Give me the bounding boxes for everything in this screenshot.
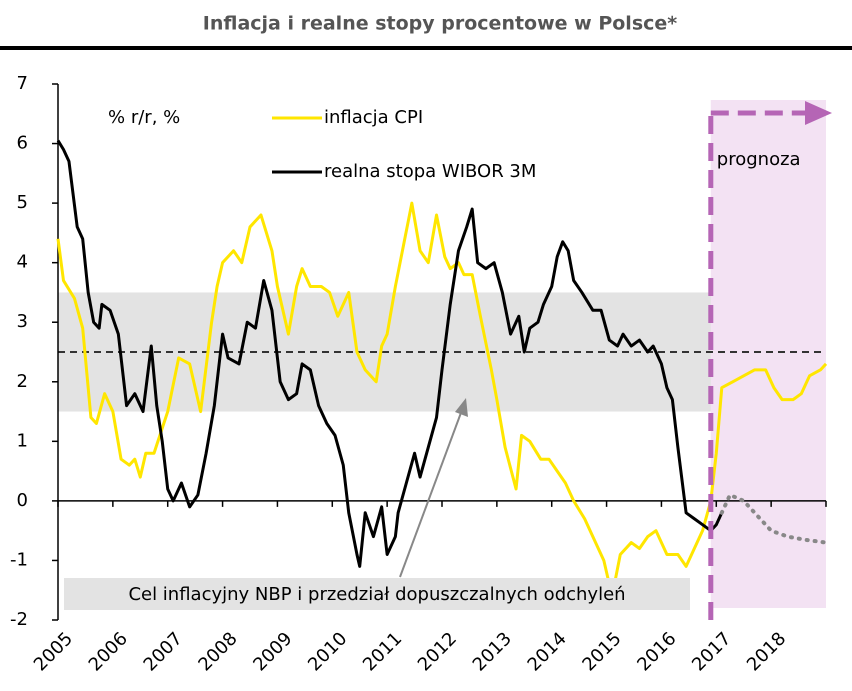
y-tick-label: -2 <box>10 609 28 630</box>
annotation: Cel inflacyjny NBP i przedział dopuszcza… <box>128 584 625 605</box>
annotation-arrow-head <box>455 398 468 417</box>
y-tick-label: 5 <box>17 192 28 213</box>
y-tick-label: 0 <box>17 490 28 511</box>
x-tick-label: 2012 <box>414 628 461 675</box>
x-tick-label: 2017 <box>688 628 735 675</box>
x-tick-label: 2009 <box>249 628 296 675</box>
x-tick-label: 2016 <box>633 628 680 675</box>
y-tick-label: 1 <box>17 430 28 451</box>
y-tick-label: -1 <box>10 549 28 570</box>
y-tick-label: 6 <box>17 133 28 154</box>
x-tick-label: 2013 <box>469 628 516 675</box>
forecast-label: prognoza <box>717 149 801 170</box>
annotation-box <box>64 578 690 610</box>
series-line <box>719 492 828 545</box>
series-line <box>56 201 828 598</box>
x-tick-label: 2014 <box>524 628 571 675</box>
y-tick-label: 4 <box>17 252 28 273</box>
forecast-region <box>710 100 826 608</box>
x-tick-label: 2007 <box>140 628 187 675</box>
legend-label: realna stopa WIBOR 3M <box>324 161 536 182</box>
y-tick-label: 3 <box>17 311 28 332</box>
title-rule <box>0 46 852 50</box>
series-line <box>56 139 724 568</box>
x-tick-label: 2015 <box>578 628 625 675</box>
arrow-head <box>805 101 832 125</box>
y-tick-label: 2 <box>17 371 28 392</box>
chart-title: Inflacja i realne stopy procentowe w Pol… <box>203 13 678 35</box>
legend-label: inflacja CPI <box>324 107 423 128</box>
x-tick-label: 2011 <box>359 628 406 675</box>
x-tick-label: 2010 <box>304 628 351 675</box>
y-tick-label: 7 <box>17 73 28 94</box>
x-tick-label: 2008 <box>194 628 241 675</box>
x-tick-label: 2005 <box>30 628 77 675</box>
unit-label: % r/r, % <box>108 107 180 128</box>
x-tick-label: 2018 <box>743 628 790 675</box>
annotation-arrow <box>399 409 463 578</box>
x-tick-label: 2006 <box>85 628 132 675</box>
